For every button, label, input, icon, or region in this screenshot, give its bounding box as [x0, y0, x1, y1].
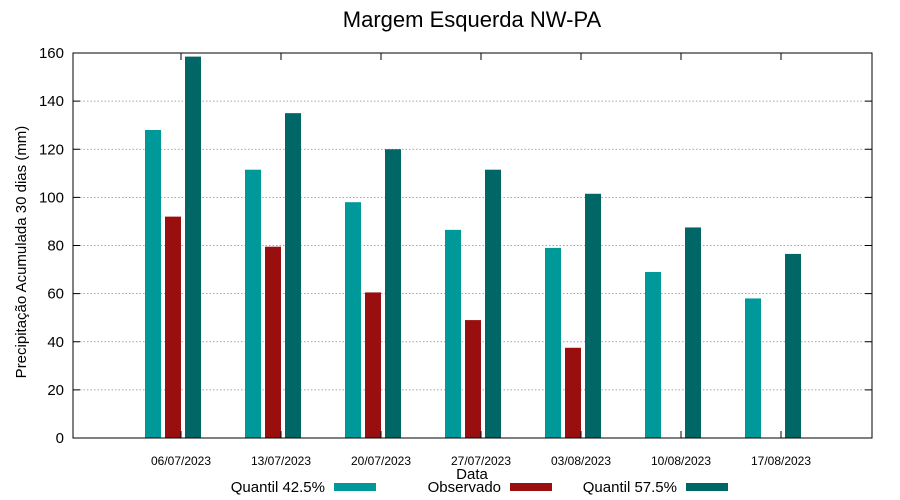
- x-tick-label: 10/08/2023: [651, 454, 711, 468]
- x-tick-label: 13/07/2023: [251, 454, 311, 468]
- bar-quantil-42-5--6: [745, 298, 761, 438]
- legend-label: Quantil 42.5%: [231, 479, 325, 496]
- ticks: 0 20 40 60 80 100 120 140 160 06/07/2023 13/07/202…: [39, 45, 872, 468]
- bar-observado-1: [265, 246, 281, 438]
- y-tick-label: 40: [47, 334, 64, 351]
- bar-quantil-42-5--5: [645, 271, 661, 438]
- legend-swatch: [686, 483, 728, 491]
- bar-quantil-57-5--6: [785, 253, 801, 438]
- bar-observado-3: [465, 320, 481, 438]
- grid: [73, 100, 872, 391]
- x-tick-label: 17/08/2023: [751, 454, 811, 468]
- bar-quantil-57-5--5: [685, 227, 701, 438]
- bar-quantil-57-5--2: [385, 149, 401, 438]
- bar-observado-2: [365, 292, 381, 438]
- bar-observado-0: [165, 216, 181, 438]
- y-tick-label: 20: [47, 382, 64, 399]
- y-tick-label: 0: [56, 430, 64, 447]
- bar-quantil-57-5--0: [185, 56, 201, 438]
- bar-observado-4: [565, 347, 581, 438]
- bar-quantil-42-5--0: [145, 130, 161, 438]
- legend-label: Observado: [428, 479, 501, 496]
- y-tick-label: 100: [39, 189, 64, 206]
- y-tick-label: 80: [47, 238, 64, 255]
- x-tick-label: 20/07/2023: [351, 454, 411, 468]
- bars: [145, 56, 801, 438]
- bar-quantil-42-5--3: [445, 229, 461, 438]
- bar-quantil-42-5--1: [245, 169, 261, 438]
- legend: Quantil 42.5% Observado Quantil 57.5%: [231, 479, 728, 496]
- chart-title: Margem Esquerda NW-PA: [343, 7, 602, 32]
- legend-swatch: [510, 483, 552, 491]
- y-tick-label: 160: [39, 45, 64, 62]
- x-axis-label: Data: [456, 466, 488, 483]
- x-tick-label: 27/07/2023: [451, 454, 511, 468]
- bar-quantil-57-5--3: [485, 169, 501, 438]
- bar-quantil-57-5--4: [585, 193, 601, 438]
- bar-quantil-42-5--2: [345, 202, 361, 438]
- legend-swatch: [334, 483, 376, 491]
- y-tick-label: 120: [39, 141, 64, 158]
- bar-quantil-57-5--1: [285, 113, 301, 438]
- y-tick-label: 140: [39, 93, 64, 110]
- y-tick-label: 60: [47, 286, 64, 303]
- x-tick-label: 06/07/2023: [151, 454, 211, 468]
- y-axis-label: Precipitação Acumulada 30 dias (mm): [13, 126, 30, 379]
- x-tick-label: 03/08/2023: [551, 454, 611, 468]
- bar-quantil-42-5--4: [545, 247, 561, 438]
- legend-label: Quantil 57.5%: [583, 479, 677, 496]
